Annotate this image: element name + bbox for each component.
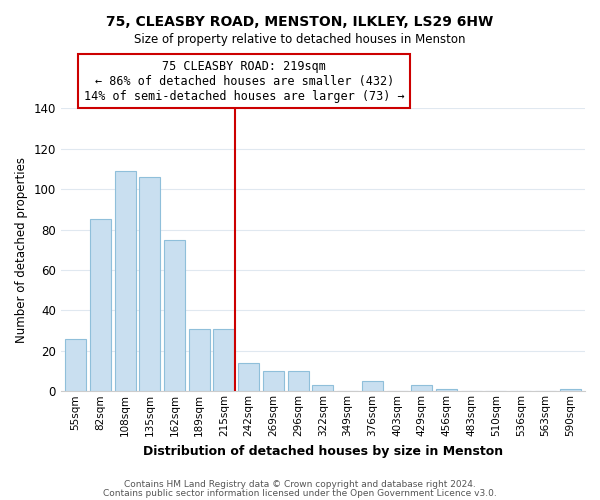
Text: 75, CLEASBY ROAD, MENSTON, ILKLEY, LS29 6HW: 75, CLEASBY ROAD, MENSTON, ILKLEY, LS29 … [106,15,494,29]
Bar [90,220,111,392]
Bar [263,371,284,392]
Bar [238,363,259,392]
Bar [139,177,160,392]
Y-axis label: Number of detached properties: Number of detached properties [15,156,28,342]
Bar [560,389,581,392]
Bar [287,371,308,392]
Bar [362,381,383,392]
X-axis label: Distribution of detached houses by size in Menston: Distribution of detached houses by size … [143,444,503,458]
Bar [411,385,433,392]
Text: Size of property relative to detached houses in Menston: Size of property relative to detached ho… [134,32,466,46]
Bar [436,389,457,392]
Bar [115,171,136,392]
Text: Contains public sector information licensed under the Open Government Licence v3: Contains public sector information licen… [103,489,497,498]
Text: Contains HM Land Registry data © Crown copyright and database right 2024.: Contains HM Land Registry data © Crown c… [124,480,476,489]
Bar [164,240,185,392]
Text: 75 CLEASBY ROAD: 219sqm
← 86% of detached houses are smaller (432)
14% of semi-d: 75 CLEASBY ROAD: 219sqm ← 86% of detache… [84,60,404,102]
Bar [65,338,86,392]
Bar [313,385,334,392]
Bar [214,328,235,392]
Bar [189,328,210,392]
